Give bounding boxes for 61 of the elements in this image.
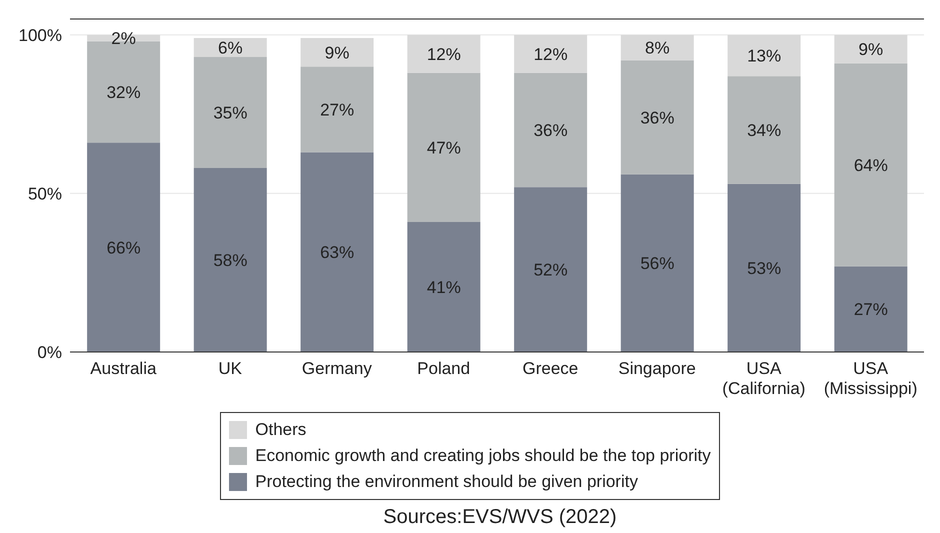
bar xyxy=(514,187,588,352)
y-tick-label: 0% xyxy=(37,343,62,362)
legend-label: Economic growth and creating jobs should be the top priority xyxy=(255,446,711,466)
bar xyxy=(620,174,694,352)
data-label: 8% xyxy=(645,38,670,58)
x-tick-label: Poland xyxy=(417,359,470,378)
bar xyxy=(514,72,588,188)
bar xyxy=(300,66,374,152)
x-tick-label: UK xyxy=(218,359,243,378)
bar xyxy=(407,222,480,352)
y-tick-label: 50% xyxy=(28,184,62,204)
bar xyxy=(728,34,801,76)
bar xyxy=(407,72,480,222)
bar xyxy=(834,266,908,352)
y-tick-label: 100% xyxy=(18,26,62,45)
source-note: Sources:EVS/WVS (2022) xyxy=(382,506,618,529)
data-label: 6% xyxy=(218,38,243,58)
bar xyxy=(728,76,801,184)
data-label: 9% xyxy=(858,40,884,60)
legend-label: Protecting the environment should be given priority xyxy=(255,472,638,492)
bar xyxy=(194,38,267,58)
data-label: 13% xyxy=(747,46,782,66)
data-label: 12% xyxy=(534,44,568,64)
data-label: 35% xyxy=(213,104,248,123)
bar xyxy=(728,184,801,352)
bar xyxy=(834,34,908,64)
data-label: 56% xyxy=(640,254,674,274)
bar xyxy=(87,142,160,352)
bar xyxy=(194,57,267,168)
bar xyxy=(514,34,588,73)
x-tick-label: USA (Mississippi) xyxy=(824,359,918,398)
data-label: 27% xyxy=(320,100,354,120)
bar xyxy=(620,34,694,60)
data-label: 53% xyxy=(747,258,782,278)
x-tick-label: Australia xyxy=(90,359,157,378)
bar xyxy=(194,168,267,352)
bar xyxy=(834,63,908,266)
data-label: 66% xyxy=(106,238,141,258)
data-label: 63% xyxy=(320,243,354,262)
data-label: 9% xyxy=(324,43,350,62)
x-tick-label: USA (California) xyxy=(722,359,806,398)
data-label: 32% xyxy=(106,82,141,102)
data-label: 58% xyxy=(213,251,248,270)
data-label: 41% xyxy=(426,278,461,297)
data-label: 47% xyxy=(426,138,461,158)
legend-label: Others xyxy=(255,420,306,440)
data-label: 52% xyxy=(534,260,568,280)
data-label: 36% xyxy=(534,121,568,140)
data-label: 34% xyxy=(747,121,782,140)
data-label: 12% xyxy=(426,44,461,64)
data-label: 36% xyxy=(640,108,674,128)
x-tick-label: Singapore xyxy=(618,359,696,378)
x-tick-label: Germany xyxy=(302,359,372,378)
data-label: 27% xyxy=(854,300,888,320)
bar xyxy=(300,152,374,352)
bar xyxy=(407,34,480,73)
data-label: 2% xyxy=(111,29,136,48)
bar xyxy=(300,38,374,67)
bar xyxy=(620,60,694,174)
data-label: 64% xyxy=(854,156,888,175)
x-tick-label: Greece xyxy=(522,359,578,378)
